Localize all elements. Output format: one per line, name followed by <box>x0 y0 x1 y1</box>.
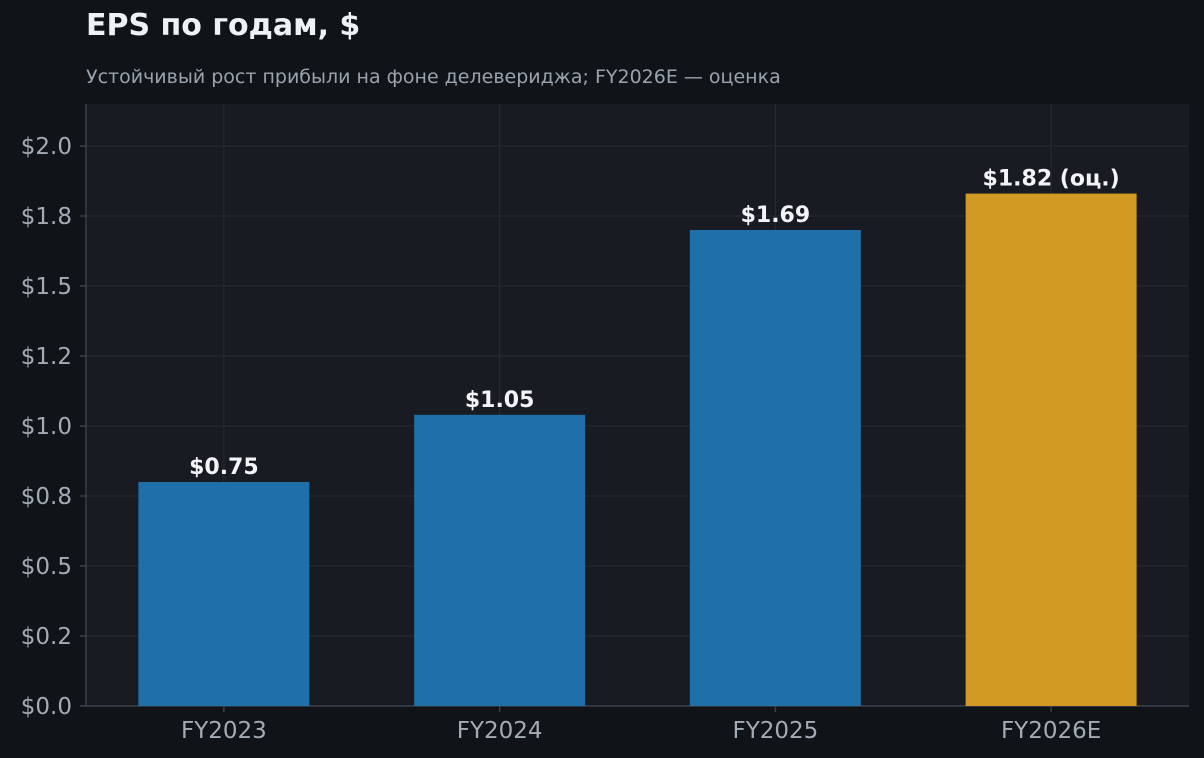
x-tick-label: FY2026E <box>1001 718 1101 744</box>
chart-subtitle: Устойчивый рост прибыли на фоне делевери… <box>86 66 781 88</box>
y-tick-label: $2.0 <box>21 134 72 160</box>
bar-value-label: $0.75 <box>189 455 259 480</box>
x-tick-label: FY2025 <box>732 718 818 744</box>
bar-value-label: $1.69 <box>741 203 811 228</box>
y-tick-label: $1.5 <box>21 274 72 300</box>
y-tick-label: $0.5 <box>21 554 72 580</box>
y-tick-label: $1.0 <box>21 414 72 440</box>
y-tick-label: $1.2 <box>21 344 72 370</box>
y-tick-label: $0.0 <box>21 694 72 720</box>
bar-fy2025 <box>689 230 861 706</box>
bar-value-label: $1.82 (оц.) <box>983 167 1120 192</box>
chart-title: EPS по годам, $ <box>86 8 361 43</box>
x-tick-label: FY2024 <box>457 718 543 744</box>
y-tick-label: $0.8 <box>21 484 72 510</box>
bar-fy2024 <box>414 414 586 706</box>
bar-value-label: $1.05 <box>465 388 535 413</box>
bar-fy2026e <box>965 193 1137 707</box>
x-tick-label: FY2023 <box>181 718 267 744</box>
y-tick-label: $1.8 <box>21 204 72 230</box>
y-tick-label: $0.2 <box>21 624 72 650</box>
bar-fy2023 <box>138 482 310 706</box>
